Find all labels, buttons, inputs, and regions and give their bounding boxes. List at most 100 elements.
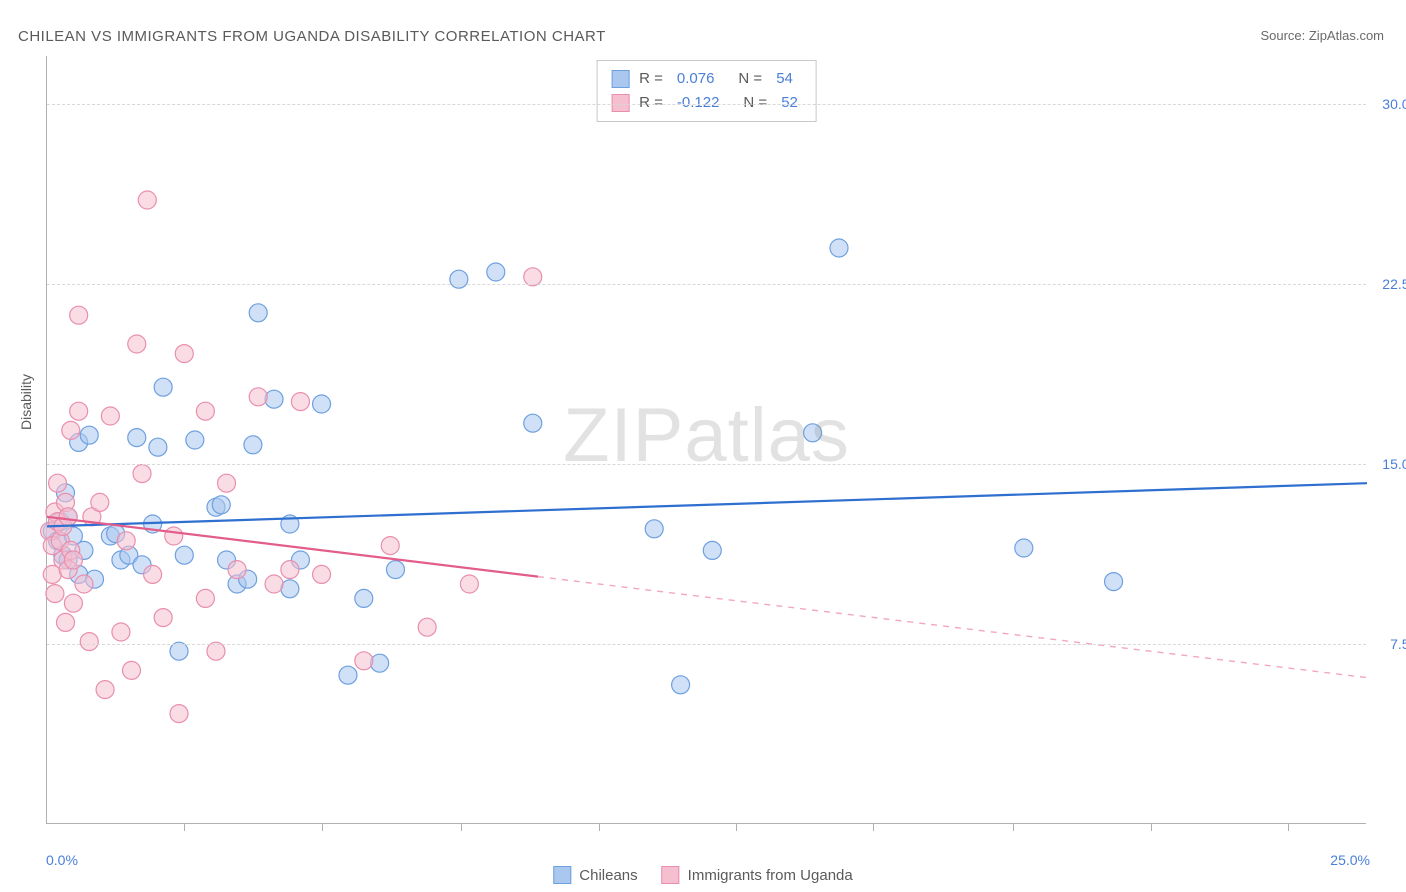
scatter-point xyxy=(1015,539,1033,557)
scatter-point xyxy=(355,652,373,670)
stats-legend: R = 0.076 N = 54 R = -0.122 N = 52 xyxy=(596,60,817,122)
series-legend-label: Chileans xyxy=(579,867,637,884)
scatter-point xyxy=(186,431,204,449)
scatter-point xyxy=(244,436,262,454)
source-label: Source: ZipAtlas.com xyxy=(1260,28,1384,43)
series-legend-label: Immigrants from Uganda xyxy=(688,867,853,884)
scatter-point xyxy=(165,527,183,545)
x-tick xyxy=(736,823,737,831)
scatter-point xyxy=(128,429,146,447)
scatter-point xyxy=(80,633,98,651)
scatter-point xyxy=(291,393,309,411)
scatter-point xyxy=(313,395,331,413)
plot-area: ZIPatlas R =0.076N =54R =-0.122N =52 7.5… xyxy=(46,56,1366,824)
scatter-point xyxy=(196,402,214,420)
n-label: N = xyxy=(738,67,762,91)
x-tick xyxy=(1151,823,1152,831)
scatter-point xyxy=(249,388,267,406)
r-label: R = xyxy=(639,91,663,115)
scatter-point xyxy=(212,496,230,514)
series-legend-item: Immigrants from Uganda xyxy=(662,866,853,884)
scatter-point xyxy=(117,532,135,550)
n-value: 54 xyxy=(776,67,793,91)
x-max-label: 25.0% xyxy=(1330,852,1370,868)
stats-legend-row: R = -0.122 N = 52 xyxy=(611,91,802,115)
r-label: R = xyxy=(639,67,663,91)
scatter-point xyxy=(460,575,478,593)
x-tick xyxy=(1288,823,1289,831)
scatter-point xyxy=(386,561,404,579)
x-min-label: 0.0% xyxy=(46,852,78,868)
chart-title: CHILEAN VS IMMIGRANTS FROM UGANDA DISABI… xyxy=(18,28,606,45)
scatter-point xyxy=(62,421,80,439)
r-value: 0.076 xyxy=(677,67,715,91)
scatter-point xyxy=(175,345,193,363)
gridline xyxy=(47,284,1366,285)
scatter-point xyxy=(112,623,130,641)
scatter-point xyxy=(46,585,64,603)
scatter-point xyxy=(80,426,98,444)
scatter-point xyxy=(313,565,331,583)
x-tick xyxy=(1013,823,1014,831)
scatter-point xyxy=(249,304,267,322)
scatter-point xyxy=(59,508,77,526)
legend-swatch xyxy=(553,866,571,884)
scatter-point xyxy=(265,575,283,593)
scatter-point xyxy=(196,589,214,607)
scatter-point xyxy=(138,191,156,209)
scatter-point xyxy=(1105,573,1123,591)
gridline xyxy=(47,644,1366,645)
y-tick-label: 7.5% xyxy=(1390,636,1406,652)
legend-swatch xyxy=(662,866,680,884)
stats-legend-row: R = 0.076 N = 54 xyxy=(611,67,802,91)
trend-line xyxy=(47,483,1367,526)
scatter-point xyxy=(91,493,109,511)
scatter-point xyxy=(75,575,93,593)
scatter-point xyxy=(487,263,505,281)
series-legend-item: Chileans xyxy=(553,866,637,884)
scatter-point xyxy=(804,424,822,442)
scatter-point xyxy=(355,589,373,607)
legend-swatch xyxy=(611,94,629,112)
scatter-point xyxy=(101,407,119,425)
scatter-point xyxy=(228,561,246,579)
x-tick xyxy=(461,823,462,831)
y-tick-label: 22.5% xyxy=(1382,276,1406,292)
scatter-point xyxy=(64,551,82,569)
x-tick xyxy=(873,823,874,831)
n-value: 52 xyxy=(781,91,798,115)
trend-line-dashed xyxy=(538,577,1367,678)
y-tick-label: 15.0% xyxy=(1382,456,1406,472)
scatter-point xyxy=(371,654,389,672)
legend-swatch xyxy=(611,70,629,88)
scatter-point xyxy=(703,541,721,559)
x-tick xyxy=(322,823,323,831)
scatter-point xyxy=(672,676,690,694)
scatter-point xyxy=(144,565,162,583)
y-tick-label: 30.0% xyxy=(1382,96,1406,112)
scatter-point xyxy=(281,561,299,579)
scatter-point xyxy=(218,474,236,492)
scatter-point xyxy=(70,402,88,420)
scatter-point xyxy=(524,414,542,432)
chart-svg xyxy=(47,56,1366,823)
x-tick xyxy=(184,823,185,831)
scatter-point xyxy=(645,520,663,538)
scatter-point xyxy=(170,705,188,723)
r-value: -0.122 xyxy=(677,91,720,115)
scatter-point xyxy=(175,546,193,564)
scatter-point xyxy=(96,681,114,699)
scatter-point xyxy=(281,580,299,598)
scatter-point xyxy=(122,661,140,679)
scatter-point xyxy=(70,306,88,324)
scatter-point xyxy=(418,618,436,636)
scatter-point xyxy=(339,666,357,684)
scatter-point xyxy=(149,438,167,456)
n-label: N = xyxy=(743,91,767,115)
scatter-point xyxy=(133,465,151,483)
scatter-point xyxy=(830,239,848,257)
scatter-point xyxy=(381,537,399,555)
scatter-point xyxy=(128,335,146,353)
scatter-point xyxy=(450,270,468,288)
gridline xyxy=(47,464,1366,465)
